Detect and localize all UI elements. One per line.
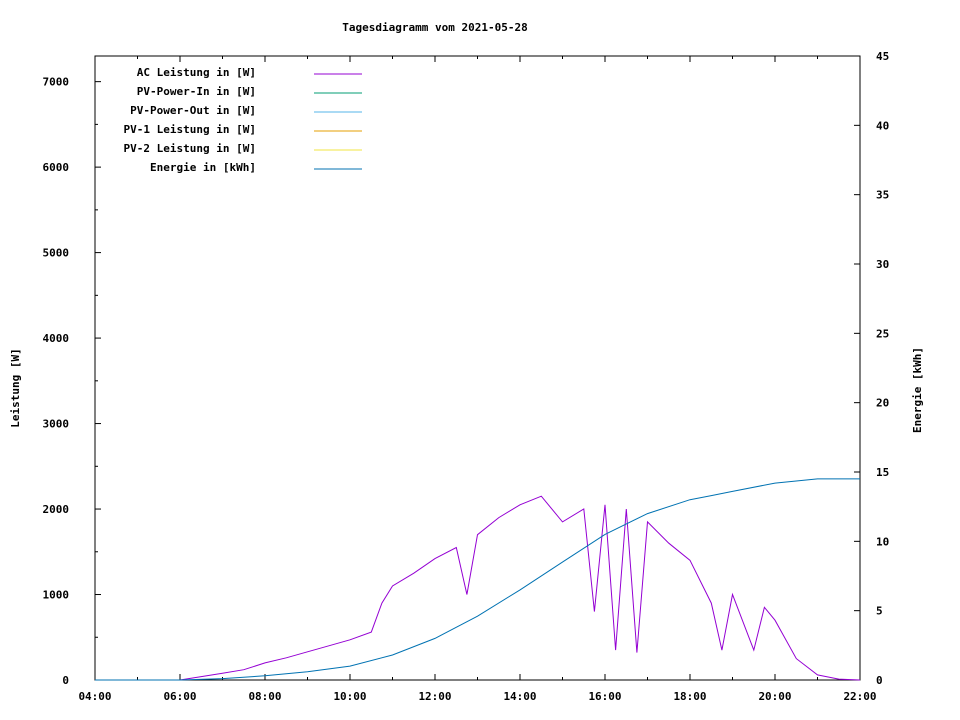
x-tick-label: 18:00 (673, 690, 706, 703)
x-tick-label: 20:00 (758, 690, 791, 703)
legend: AC Leistung in [W] PV-Power-In in [W] PV-P… (124, 66, 362, 174)
chart-title: Tagesdiagramm vom 2021-05-28 (342, 21, 527, 34)
y-tick-label: 0 (62, 674, 69, 687)
x-tick-label: 16:00 (588, 690, 621, 703)
legend-label: AC Leistung in [W] (137, 66, 256, 79)
x-tick-label: 04:00 (78, 690, 111, 703)
x-tick-label: 12:00 (418, 690, 451, 703)
legend-label: PV-1 Leistung in [W] (124, 123, 256, 136)
y-tick-label: 2000 (43, 503, 70, 516)
y2-tick-label: 15 (876, 466, 889, 479)
y2-tick-label: 35 (876, 189, 889, 202)
legend-label: Energie in [kWh] (150, 161, 256, 174)
x-tick-label: 14:00 (503, 690, 536, 703)
series-line-0 (179, 495, 861, 681)
y-tick-label: 5000 (43, 247, 70, 260)
x-tick-label: 10:00 (333, 690, 366, 703)
legend-label: PV-Power-Out in [W] (130, 104, 256, 117)
y2-tick-label: 0 (876, 674, 883, 687)
y2-tick-label: 20 (876, 397, 889, 410)
y-tick-label: 1000 (43, 589, 70, 602)
y2-tick-label: 5 (876, 605, 883, 618)
y-axis-left: 0 1000 2000 3000 4000 5000 6000 7000 (43, 76, 101, 687)
y-tick-label: 7000 (43, 76, 70, 89)
y2-tick-label: 10 (876, 535, 889, 548)
y-tick-label: 4000 (43, 332, 70, 345)
series-lines (95, 478, 861, 681)
y-tick-label: 6000 (43, 161, 70, 174)
legend-label: PV-Power-In in [W] (137, 85, 256, 98)
y2-tick-label: 40 (876, 119, 889, 132)
series-line-5 (95, 478, 860, 681)
y-axis-right: 0 5 10 15 20 25 30 35 40 45 (854, 50, 889, 687)
y-axis-label: Leistung [W] (9, 348, 22, 427)
y2-tick-label: 25 (876, 327, 889, 340)
y2-tick-label: 30 (876, 258, 889, 271)
x-axis: 04:00 06:00 08:00 10:00 12:00 14:00 16:00 18:00… (78, 56, 877, 703)
y2-axis-label: Energie [kWh] (911, 347, 924, 433)
legend-label: PV-2 Leistung in [W] (124, 142, 256, 155)
x-tick-label: 08:00 (248, 690, 281, 703)
x-tick-label: 06:00 (163, 690, 196, 703)
y2-tick-label: 45 (876, 50, 889, 63)
y-tick-label: 3000 (43, 418, 70, 431)
x-tick-label: 22:00 (843, 690, 876, 703)
